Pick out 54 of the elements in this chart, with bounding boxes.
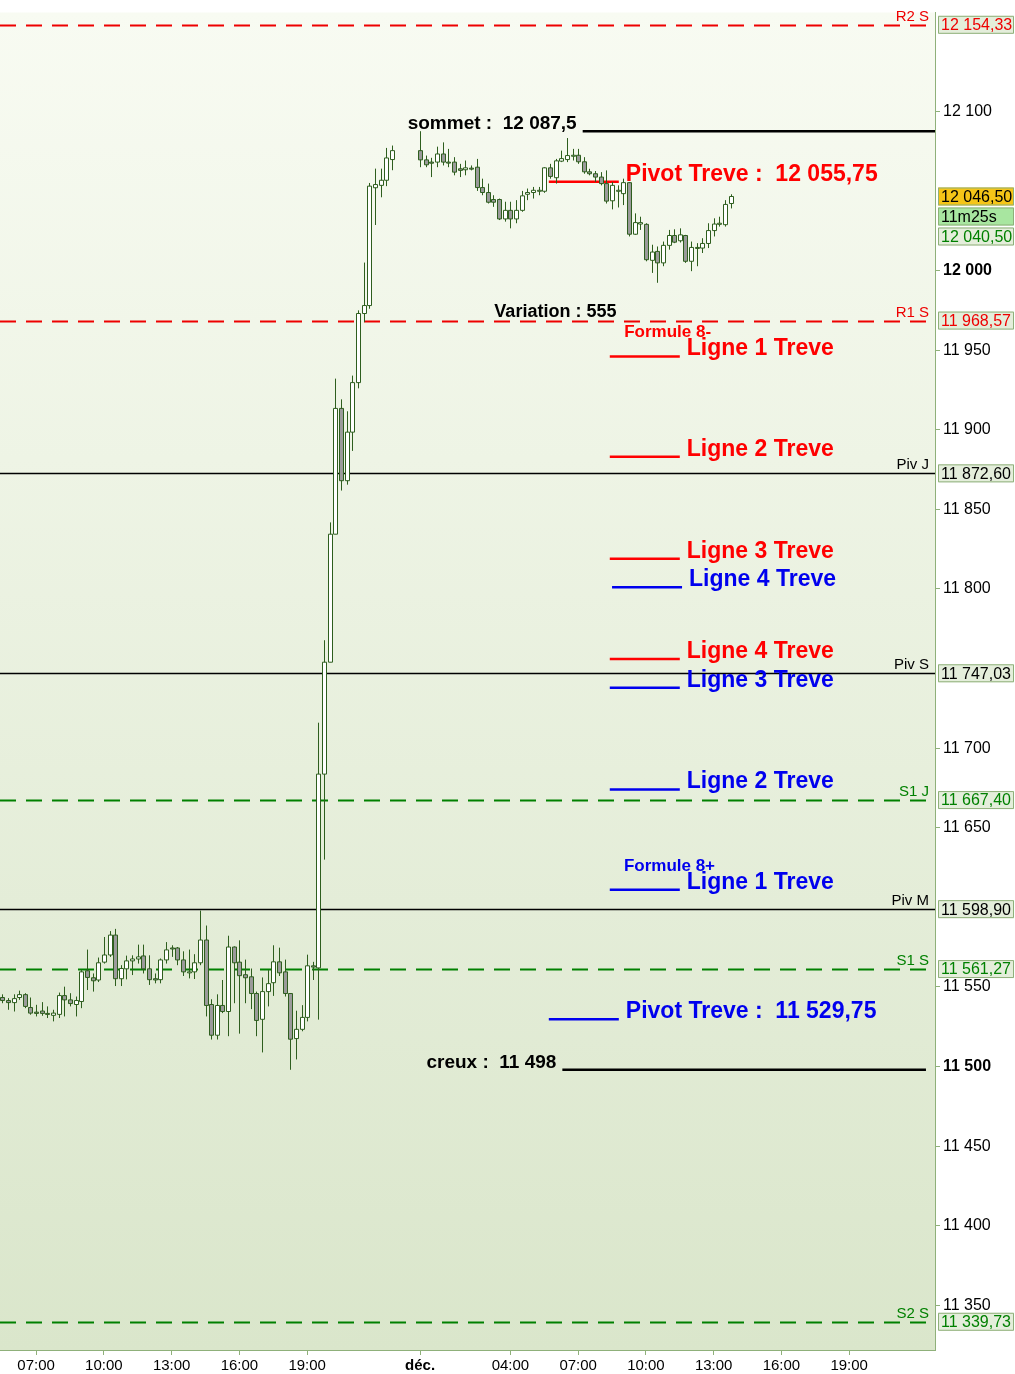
x-tick-label: 16:00 — [762, 1356, 801, 1374]
series-label: sommet : 12 087,5 — [407, 111, 578, 133]
y-tick-label: 11 650 — [943, 818, 991, 836]
annotation: 11 561,27 — [941, 960, 1012, 978]
annotation: 12 154,33 — [941, 16, 1013, 34]
x-tick-label: 07:00 — [559, 1356, 597, 1374]
ref-line-label: Piv J — [896, 455, 929, 473]
x-tick-label: 07:00 — [17, 1356, 55, 1374]
ref-line-label: R2 S — [895, 7, 929, 25]
y-tick-label: 11 350 — [943, 1295, 991, 1313]
x-tick-label: 19:00 — [830, 1356, 868, 1374]
text: 11m25s — [941, 207, 997, 225]
x-tick-label: 10:00 — [627, 1356, 665, 1374]
x-tick-label: déc. — [405, 1356, 436, 1374]
text: 12 046,50 — [941, 187, 1013, 205]
ref-line-label: R1 S — [895, 303, 929, 321]
x-tick-label: 13:00 — [152, 1356, 191, 1374]
x-tick-label: 13:00 — [694, 1356, 733, 1374]
annotation: 11 872,60 — [941, 464, 1012, 482]
annotation: 11 339,73 — [941, 1313, 1012, 1331]
y-tick-label: 11 800 — [943, 579, 991, 597]
y-tick-label: 11 400 — [943, 1216, 991, 1234]
ref-line-label: S2 S — [896, 1304, 929, 1322]
y-tick-label: 11 550 — [943, 977, 991, 995]
ref-line-label: S1 S — [896, 951, 929, 969]
series-label: Ligne 4 Treve — [686, 636, 834, 663]
y-tick-label: 11 450 — [943, 1136, 991, 1154]
series-label: Pivot Treve : 11 529,75 — [625, 997, 877, 1024]
y-tick-label: 11 950 — [943, 340, 991, 358]
annotation: 11 598,90 — [941, 900, 1012, 918]
y-tick-label: 11 700 — [943, 738, 991, 756]
x-tick-label: 10:00 — [85, 1356, 123, 1374]
y-tick-label: 12 000 — [943, 260, 993, 278]
y-tick-label: 12 100 — [943, 101, 993, 119]
ref-line-label: S1 J — [898, 782, 929, 800]
series-label: Ligne 2 Treve — [686, 767, 834, 794]
text: 12 040,50 — [941, 227, 1013, 245]
annotation: 11 747,03 — [941, 664, 1012, 682]
annotation: 11 667,40 — [941, 791, 1012, 809]
annotation: 11 968,57 — [941, 311, 1012, 329]
x-tick-label: 19:00 — [288, 1356, 326, 1374]
series-label: Pivot Treve : 12 055,75 — [625, 159, 878, 186]
series-label: Ligne 3 Treve — [686, 536, 834, 563]
annotation: Variation : 555 — [494, 300, 617, 321]
series-label: creux : 11 498 — [426, 1050, 557, 1072]
ref-line-label: Piv S — [893, 655, 929, 673]
ref-line-label: Piv M — [891, 891, 929, 909]
y-tick-label: 11 500 — [943, 1057, 992, 1074]
x-tick-label: 16:00 — [220, 1356, 259, 1374]
y-tick-label: 11 900 — [943, 420, 991, 438]
series-label: Ligne 2 Treve — [686, 434, 834, 461]
y-tick-label: 11 850 — [943, 499, 991, 517]
x-tick-label: 04:00 — [491, 1356, 530, 1374]
series-label: Ligne 4 Treve — [689, 565, 837, 592]
